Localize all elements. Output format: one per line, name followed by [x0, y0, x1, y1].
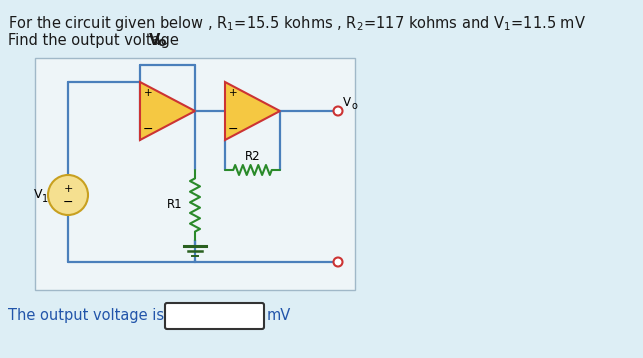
Text: +: + — [143, 88, 152, 98]
Text: 1: 1 — [42, 194, 48, 204]
FancyBboxPatch shape — [35, 58, 355, 290]
Text: o: o — [351, 101, 357, 111]
Text: V: V — [343, 96, 351, 108]
Text: V: V — [33, 188, 42, 200]
Text: +: + — [229, 88, 237, 98]
Text: R2: R2 — [245, 150, 260, 164]
Circle shape — [334, 106, 343, 116]
FancyBboxPatch shape — [165, 303, 264, 329]
Text: −: − — [143, 122, 153, 135]
Text: The output voltage is Vo =: The output voltage is Vo = — [8, 308, 203, 323]
Polygon shape — [140, 82, 195, 140]
Text: −: − — [63, 195, 73, 208]
Text: Find the output voltage: Find the output voltage — [8, 33, 183, 48]
Text: For the circuit given below , R$_1$=15.5 kohms , R$_2$=117 kohms and V$_1$=11.5 : For the circuit given below , R$_1$=15.5… — [8, 14, 586, 33]
Circle shape — [48, 175, 88, 215]
Text: R1: R1 — [167, 198, 183, 212]
Circle shape — [334, 257, 343, 266]
Text: mV: mV — [267, 309, 291, 324]
Text: V: V — [149, 33, 160, 48]
Polygon shape — [225, 82, 280, 140]
Text: o: o — [158, 36, 167, 49]
Text: −: − — [228, 122, 239, 135]
Text: +: + — [63, 184, 73, 194]
